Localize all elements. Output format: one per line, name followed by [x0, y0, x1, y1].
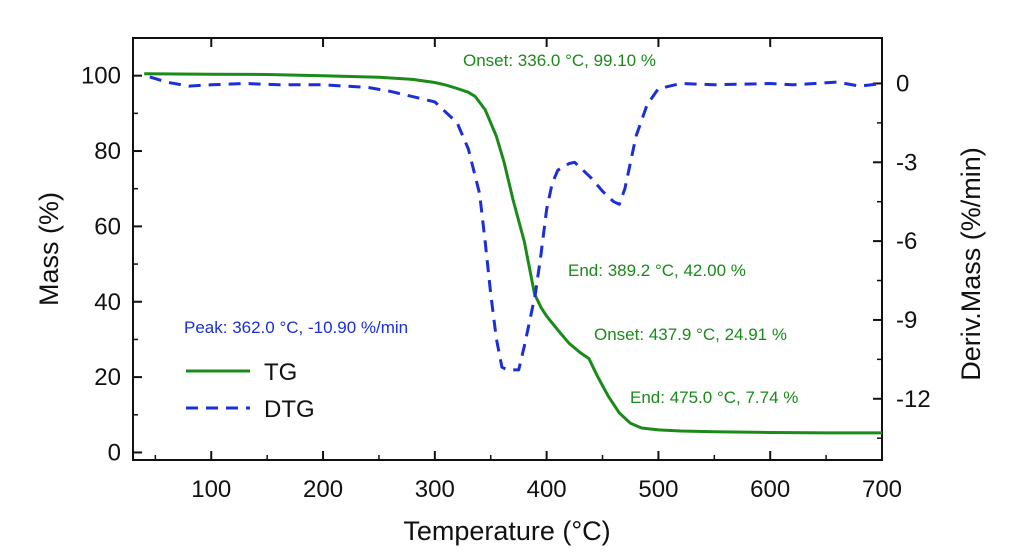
y-tick-label: 20: [94, 364, 121, 391]
x-tick-label: 300: [415, 476, 455, 503]
legend-label-dtg: DTG: [264, 396, 315, 423]
plot-frame: [132, 37, 883, 461]
y-tick-label: 40: [94, 289, 121, 316]
series-tg-line: [144, 72, 882, 435]
x-tick-label: 500: [638, 476, 678, 503]
y2-tick-label: -6: [896, 228, 917, 255]
annotation-onset-1: Onset: 336.0 °C, 99.10 %: [463, 51, 656, 70]
y2-tick-label: -12: [896, 386, 931, 413]
y-tick-label: 100: [81, 63, 121, 90]
annotation-peak: Peak: 362.0 °C, -10.90 %/min: [184, 318, 408, 337]
series-layer: [144, 72, 883, 435]
annotation-end-1: End: 389.2 °C, 42.00 %: [568, 261, 746, 280]
x-tick-label: 700: [862, 476, 902, 503]
y2-tick-label: -3: [896, 149, 917, 176]
y-tick-label: 0: [108, 439, 121, 466]
x-tick-label: 400: [527, 476, 567, 503]
annotation-end-2: End: 475.0 °C, 7.74 %: [630, 388, 798, 407]
y-tick-label: 60: [94, 213, 121, 240]
legend: TG DTG: [186, 359, 315, 423]
x-tick-label: 100: [191, 476, 231, 503]
x-tick-label: 600: [750, 476, 790, 503]
y-tick-label: 80: [94, 138, 121, 165]
legend-label-tg: TG: [264, 359, 297, 386]
y-axis-left: 0 20 40 60 80 100: [81, 63, 142, 466]
x-axis: 100 200 300 400 500 600 700: [154, 38, 902, 503]
y-axis-right: 0 -3 -6 -9 -12: [873, 70, 931, 439]
annotation-onset-2: Onset: 437.9 °C, 24.91 %: [594, 325, 787, 344]
x-axis-title: Temperature (°C): [403, 516, 610, 546]
y2-tick-label: -9: [896, 307, 917, 334]
y-axis-title: Mass (%): [34, 192, 64, 306]
series-dtg-line: [149, 75, 883, 372]
y2-axis-title: Deriv.Mass (%/min): [956, 147, 986, 381]
x-tick-label: 200: [303, 476, 343, 503]
y2-tick-label: 0: [896, 70, 909, 97]
